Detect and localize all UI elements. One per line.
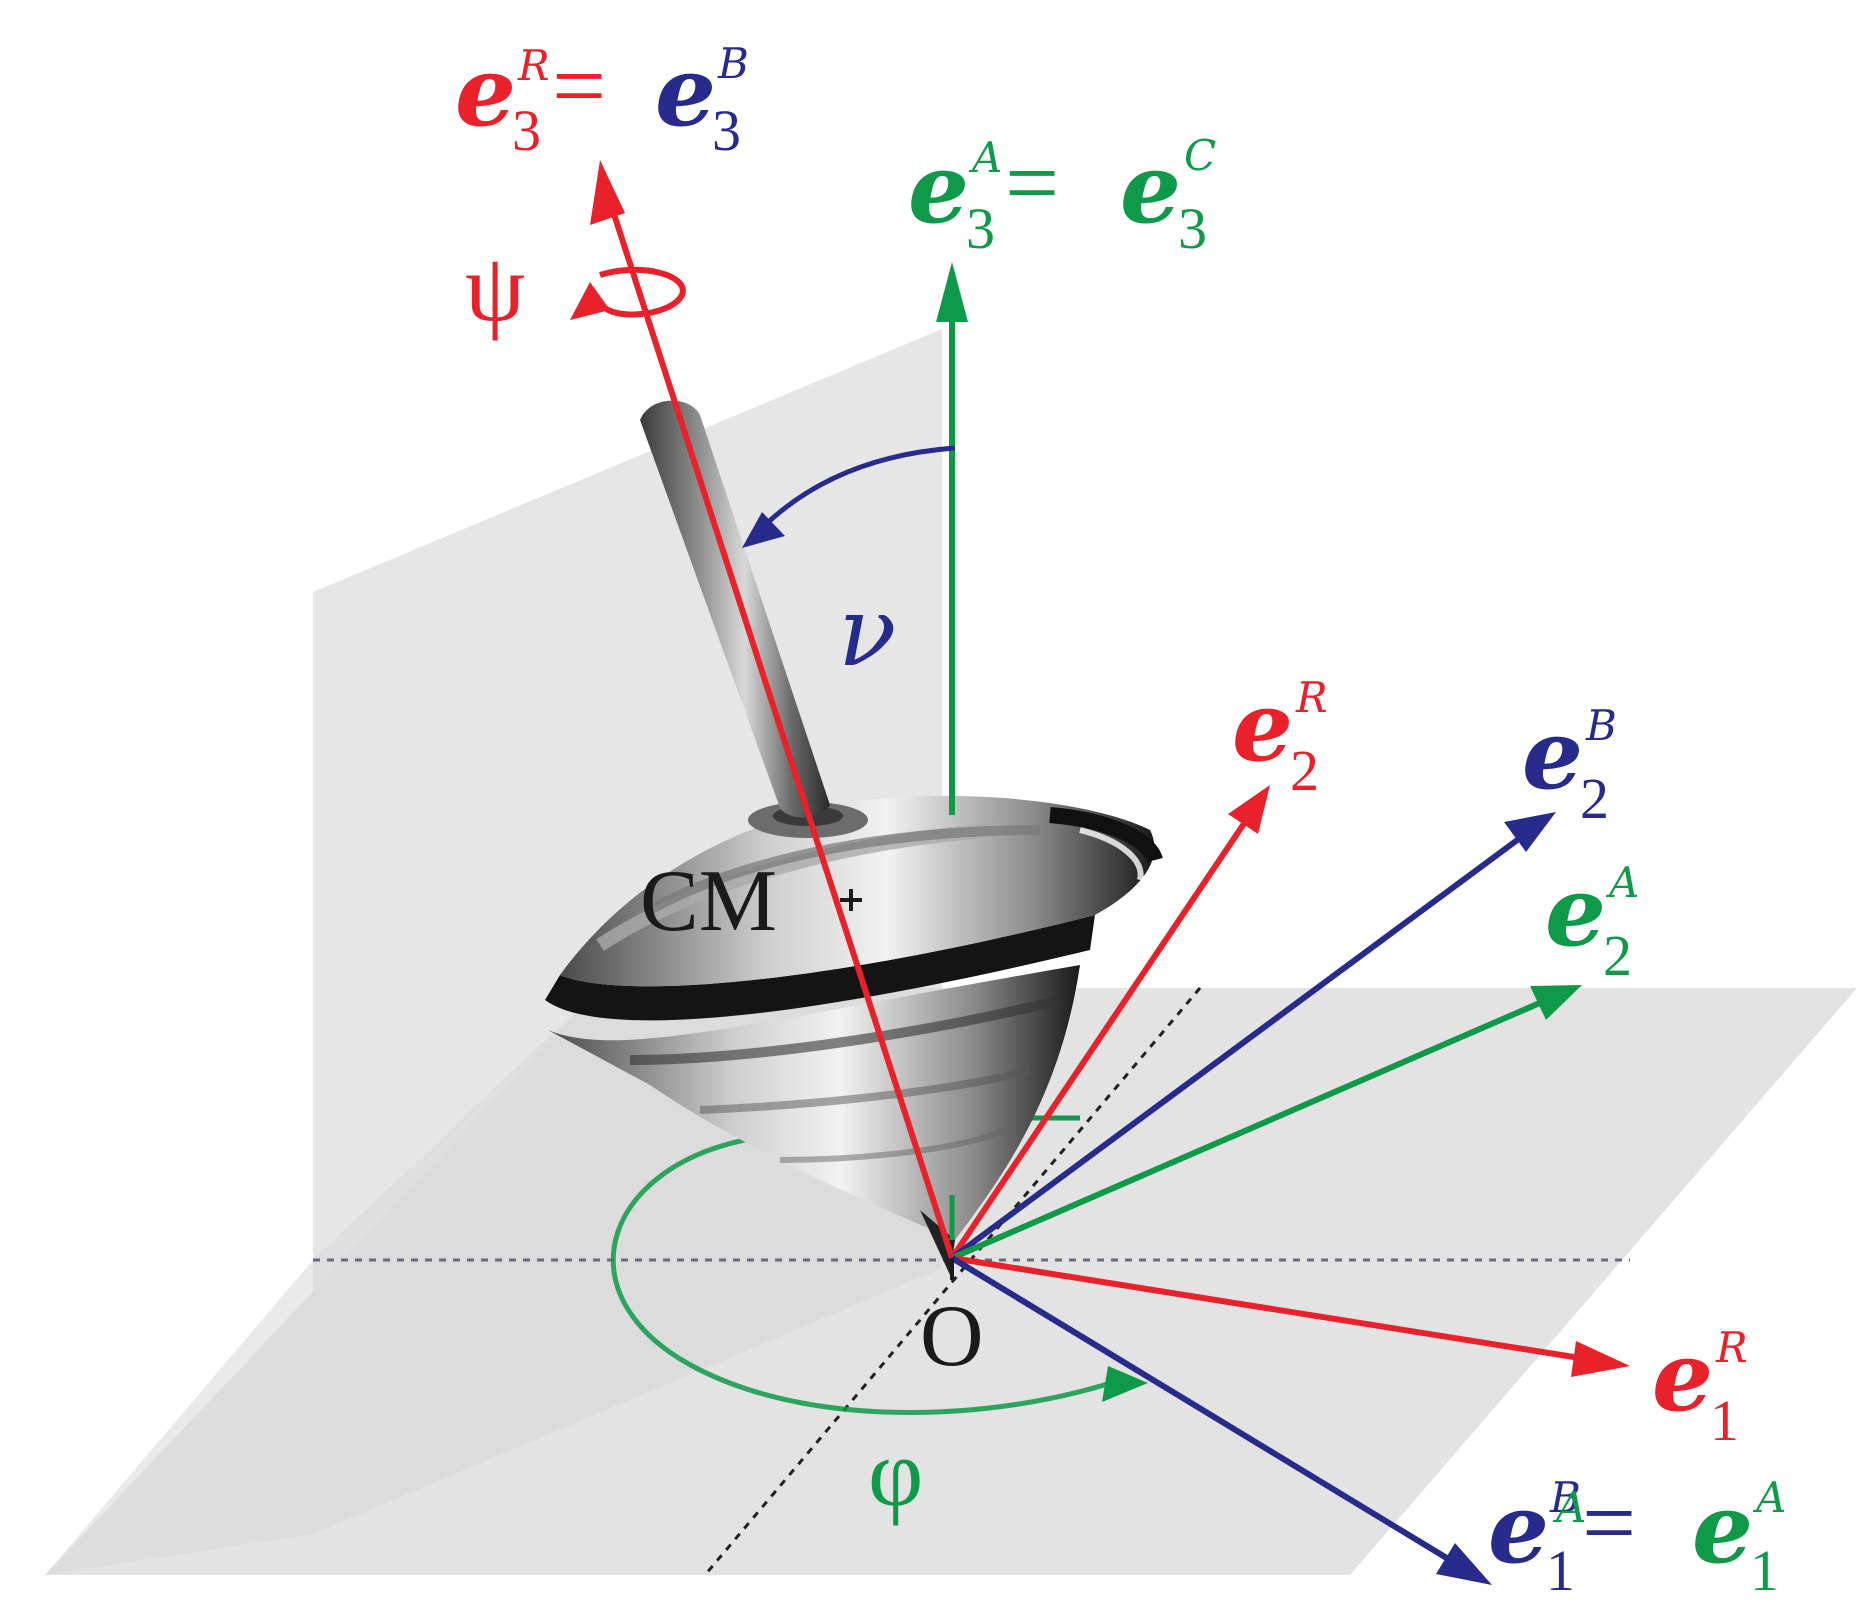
diagonal-dotted-line <box>703 987 1202 1576</box>
e2A-arrowhead <box>1530 985 1582 1020</box>
label-psi: ψ <box>465 234 525 341</box>
top-stem <box>640 400 830 818</box>
svg-text:A: A <box>1552 1483 1586 1532</box>
e3R-axis <box>609 207 955 1259</box>
label-e1R: e 1 R <box>1652 1320 1748 1453</box>
e2R-arrowhead <box>1228 785 1270 834</box>
svg-text:1: 1 <box>1546 1538 1575 1603</box>
svg-text:B: B <box>1549 1473 1581 1522</box>
svg-text:R: R <box>1295 673 1328 722</box>
svg-text:3: 3 <box>1178 196 1207 261</box>
svg-text:e: e <box>1232 670 1293 783</box>
svg-text:2: 2 <box>1603 923 1632 988</box>
psi-arrowhead <box>570 282 610 320</box>
svg-text:B: B <box>1585 701 1617 750</box>
svg-text:3: 3 <box>712 98 741 163</box>
svg-text:2: 2 <box>1580 766 1609 831</box>
svg-text:2: 2 <box>1290 738 1319 803</box>
nu-angle-arc <box>758 445 956 532</box>
e3A-arrowhead <box>936 262 968 322</box>
e2R-axis <box>949 820 1248 1260</box>
e2A-axis <box>950 999 1544 1261</box>
svg-text:3: 3 <box>966 196 995 261</box>
svg-text:e: e <box>1120 132 1181 245</box>
svg-text:A: A <box>1752 1473 1786 1522</box>
e1R-axis <box>951 1255 1581 1361</box>
svg-text:e: e <box>1522 698 1583 811</box>
svg-text:=: = <box>1005 129 1059 236</box>
phi-angle-arc <box>610 1137 1121 1415</box>
svg-text:1: 1 <box>1710 1388 1739 1453</box>
label-e2A: e 2 A <box>1545 855 1639 988</box>
svg-text:e: e <box>455 35 516 148</box>
top-dome <box>560 795 1155 987</box>
svg-text:C: C <box>1184 131 1216 180</box>
plane-overlap <box>45 988 942 1575</box>
label-e1B-e1A: e 1 B A = e 1 A <box>1488 1469 1786 1603</box>
e1B-axis <box>950 1255 1452 1563</box>
svg-text:e: e <box>908 132 969 245</box>
label-e3R-e3B: e 3 R = e 3 B <box>455 32 749 163</box>
svg-text:B: B <box>717 39 749 88</box>
svg-text:A: A <box>1605 858 1639 907</box>
svg-text:e: e <box>655 35 716 148</box>
spinning-top <box>545 400 1163 1275</box>
e2B-axis <box>950 835 1522 1261</box>
svg-text:e: e <box>1692 1472 1753 1585</box>
nu-arrowhead <box>742 512 785 548</box>
svg-text:R: R <box>517 41 550 90</box>
svg-text:=: = <box>1582 1469 1636 1576</box>
svg-text:CM: CM <box>640 853 777 950</box>
label-e2B: e 2 B <box>1522 698 1617 831</box>
e3R-arrowhead <box>590 160 625 225</box>
label-phi: φ <box>868 1419 923 1526</box>
label-e2R: e 2 R <box>1232 670 1328 803</box>
top-tip <box>920 1210 955 1275</box>
label-origin: O <box>920 1288 984 1385</box>
phi-arrowhead <box>1102 1366 1148 1402</box>
e1R-arrowhead <box>1571 1341 1630 1377</box>
top-dark-band <box>545 915 1095 1021</box>
svg-text:R: R <box>1715 1323 1748 1372</box>
svg-text:3: 3 <box>512 98 541 163</box>
svg-text:e: e <box>1652 1320 1713 1433</box>
svg-text:e: e <box>1488 1472 1549 1585</box>
svg-text:1: 1 <box>1750 1538 1779 1603</box>
label-e3A-e3C: e 3 A = e 3 C <box>908 129 1216 261</box>
psi-rotation-arc <box>599 266 686 318</box>
e1B-arrowhead <box>1436 1543 1492 1585</box>
label-nu: ν <box>838 576 896 688</box>
e2B-arrowhead <box>1504 812 1556 852</box>
label-cm: CM <box>640 853 862 950</box>
svg-text:=: = <box>552 32 606 139</box>
svg-text:A: A <box>968 133 1002 182</box>
svg-text:e: e <box>1545 855 1606 968</box>
